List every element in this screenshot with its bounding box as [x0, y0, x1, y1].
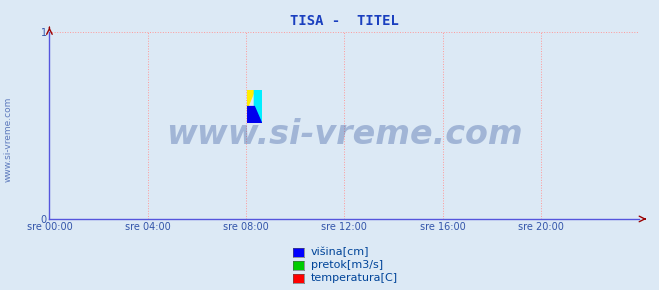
Polygon shape	[247, 106, 262, 123]
Text: www.si-vreme.com: www.si-vreme.com	[3, 97, 13, 182]
Text: www.si-vreme.com: www.si-vreme.com	[166, 118, 523, 151]
Title: TISA -  TITEL: TISA - TITEL	[290, 14, 399, 28]
Text: višina[cm]: višina[cm]	[311, 247, 370, 258]
Polygon shape	[254, 90, 262, 123]
Polygon shape	[247, 90, 254, 106]
Text: pretok[m3/s]: pretok[m3/s]	[311, 260, 383, 270]
Text: temperatura[C]: temperatura[C]	[311, 273, 398, 283]
